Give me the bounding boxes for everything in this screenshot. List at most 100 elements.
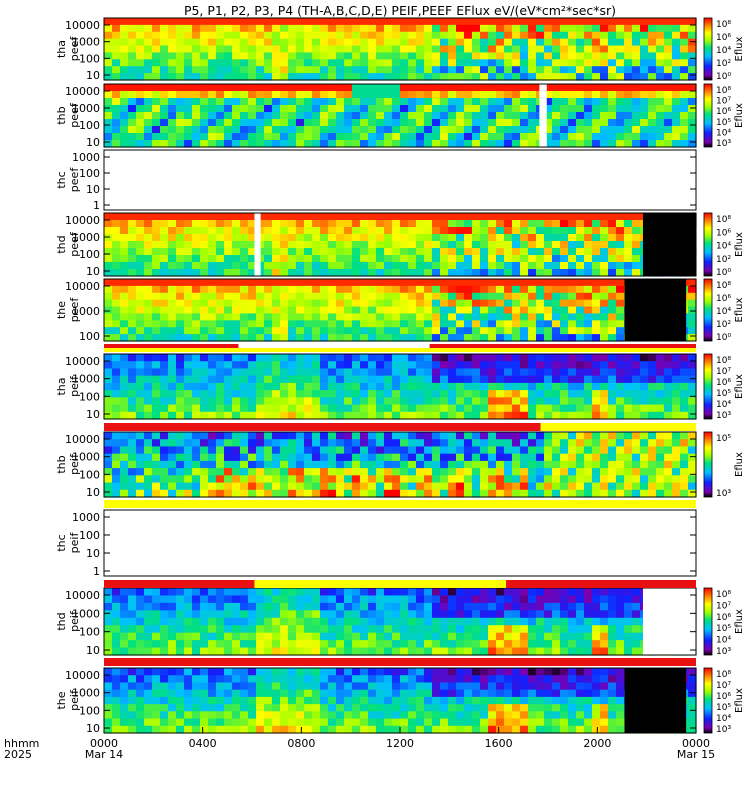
- spectrogram-cell: [344, 439, 353, 447]
- spectrogram-cell: [448, 126, 457, 134]
- spectrogram-cell: [448, 220, 457, 228]
- spectrogram-cell: [496, 279, 505, 286]
- spectrogram-cell: [392, 490, 401, 498]
- spectrogram-cell: [632, 648, 641, 656]
- spectrogram-cell: [360, 334, 369, 341]
- spectrogram-cell: [136, 66, 145, 73]
- spectrogram-cell: [128, 461, 137, 469]
- spectrogram-cell: [112, 18, 121, 25]
- spectrogram-cell: [136, 262, 145, 270]
- spectrogram-cell: [592, 25, 601, 32]
- spectrogram-cell: [336, 439, 345, 447]
- colorbar-label: Eflux: [734, 103, 745, 128]
- spectrogram-cell: [400, 105, 409, 113]
- spectrogram-cell: [520, 91, 529, 99]
- spectrogram-cell: [256, 25, 265, 32]
- spectrogram-cell: [624, 213, 633, 221]
- spectrogram-cell: [440, 32, 449, 39]
- spectrogram-cell: [184, 255, 193, 263]
- spectrogram-cell: [112, 327, 121, 334]
- spectrogram-cell: [616, 307, 625, 314]
- spectrogram-cell: [576, 368, 585, 376]
- spectrogram-cell: [104, 640, 113, 648]
- spectrogram-cell: [504, 603, 513, 611]
- spectrogram-cell: [448, 439, 457, 447]
- spectrogram-cell: [440, 241, 449, 249]
- spectrogram-cell: [224, 248, 233, 256]
- spectrogram-cell: [112, 269, 121, 277]
- spectrogram-cell: [192, 711, 201, 719]
- spectrogram-cell: [592, 397, 601, 405]
- spectrogram-cell: [640, 490, 649, 498]
- spectrogram-cell: [248, 390, 257, 398]
- spectrogram-cell: [384, 262, 393, 270]
- spectrogram-cell: [200, 704, 209, 712]
- spectrogram-cell: [312, 220, 321, 228]
- spectrogram-cell: [200, 412, 209, 420]
- colorbar-tick-label: 10⁶: [716, 107, 731, 117]
- spectrogram-cell: [464, 248, 473, 256]
- spectrogram-cell: [200, 475, 209, 483]
- spectrogram-cell: [608, 59, 617, 66]
- spectrogram-cell: [328, 307, 337, 314]
- spectrogram-cell: [136, 588, 145, 596]
- y-axis-label: peef: [68, 297, 81, 323]
- spectrogram-cell: [496, 241, 505, 249]
- y-axis-label: peif: [68, 610, 81, 632]
- spectrogram-cell: [472, 227, 481, 235]
- spectrogram-cell: [520, 39, 529, 46]
- spectrogram-cell: [184, 133, 193, 141]
- spectrogram-cell: [192, 25, 201, 32]
- spectrogram-cell: [192, 640, 201, 648]
- spectrogram-cell: [568, 618, 577, 626]
- spectrogram-cell: [560, 32, 569, 39]
- spectrogram-cell: [136, 25, 145, 32]
- spectrogram-cell: [368, 112, 377, 120]
- spectrogram-cell: [560, 368, 569, 376]
- spectrogram-cell: [336, 412, 345, 420]
- spectrogram-cell: [472, 300, 481, 307]
- spectrogram-cell: [344, 390, 353, 398]
- spectrogram-cell: [176, 269, 185, 277]
- spectrogram-cell: [488, 461, 497, 469]
- spectrogram-cell: [336, 227, 345, 235]
- spectrogram-cell: [328, 213, 337, 221]
- spectrogram-cell: [136, 618, 145, 626]
- spectrogram-cell: [512, 227, 521, 235]
- spectrogram-cell: [104, 32, 113, 39]
- spectrogram-cell: [208, 241, 217, 249]
- spectrogram-cell: [600, 376, 609, 384]
- spectrogram-cell: [360, 354, 369, 362]
- spectrogram-cell: [144, 633, 153, 641]
- colorbar-label: Eflux: [734, 374, 745, 399]
- spectrogram-cell: [632, 432, 641, 440]
- spectrogram-cell: [432, 112, 441, 120]
- spectrogram-cell: [384, 490, 393, 498]
- spectrogram-cell: [304, 483, 313, 491]
- spectrogram-cell: [552, 91, 561, 99]
- spectrogram-cell: [480, 468, 489, 476]
- spectrogram-cell: [200, 432, 209, 440]
- spectrogram-cell: [552, 361, 561, 369]
- spectrogram-cell: [280, 483, 289, 491]
- spectrogram-cell: [424, 446, 433, 454]
- spectrogram-cell: [224, 279, 233, 286]
- spectrogram-cell: [344, 126, 353, 134]
- spectrogram-cell: [552, 255, 561, 263]
- spectrogram-cell: [520, 313, 529, 320]
- spectrogram-cell: [240, 25, 249, 32]
- spectrogram-cell: [320, 461, 329, 469]
- spectrogram-cell: [408, 220, 417, 228]
- spectrogram-cell: [192, 320, 201, 327]
- spectrogram-cell: [568, 91, 577, 99]
- spectrogram-cell: [104, 719, 113, 727]
- spectrogram-cell: [272, 446, 281, 454]
- spectrogram-cell: [112, 648, 121, 656]
- spectrogram-cell: [632, 354, 641, 362]
- spectrogram-cell: [256, 588, 265, 596]
- spectrogram-cell: [592, 248, 601, 256]
- spectrogram-cell: [440, 390, 449, 398]
- spectrogram-cell: [504, 439, 513, 447]
- spectrogram-cell: [640, 119, 649, 127]
